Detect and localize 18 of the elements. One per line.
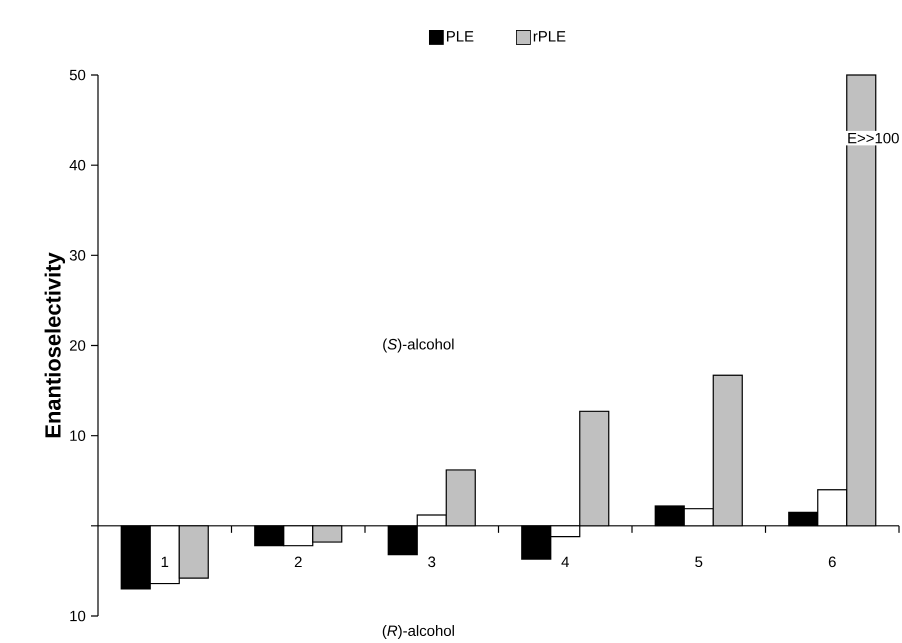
text: (R)-alcohol xyxy=(382,625,454,639)
legend-label: PLE xyxy=(446,31,474,42)
y-tick-label: 30 xyxy=(70,250,86,261)
y-axis-title: Enantioselectivity xyxy=(44,252,66,438)
y-tick-label: 40 xyxy=(70,160,86,170)
y-tick-label: 20 xyxy=(70,340,86,351)
x-tick-label: 3 xyxy=(428,556,436,568)
y-tick-label: 10 xyxy=(70,430,86,441)
legend-label: rPLE xyxy=(534,31,566,42)
x-tick-label: 4 xyxy=(561,556,569,567)
x-tick-label: 1 xyxy=(162,556,168,567)
y-tick-label: 10 xyxy=(70,610,86,622)
y-tick-label: 50 xyxy=(70,70,86,80)
x-tick-label: 5 xyxy=(695,556,702,568)
x-tick-label: 6 xyxy=(828,556,836,568)
annotation: (S)-alcohol xyxy=(383,338,454,352)
annotation: E>>100 xyxy=(848,132,899,144)
x-tick-label: 2 xyxy=(294,556,302,568)
